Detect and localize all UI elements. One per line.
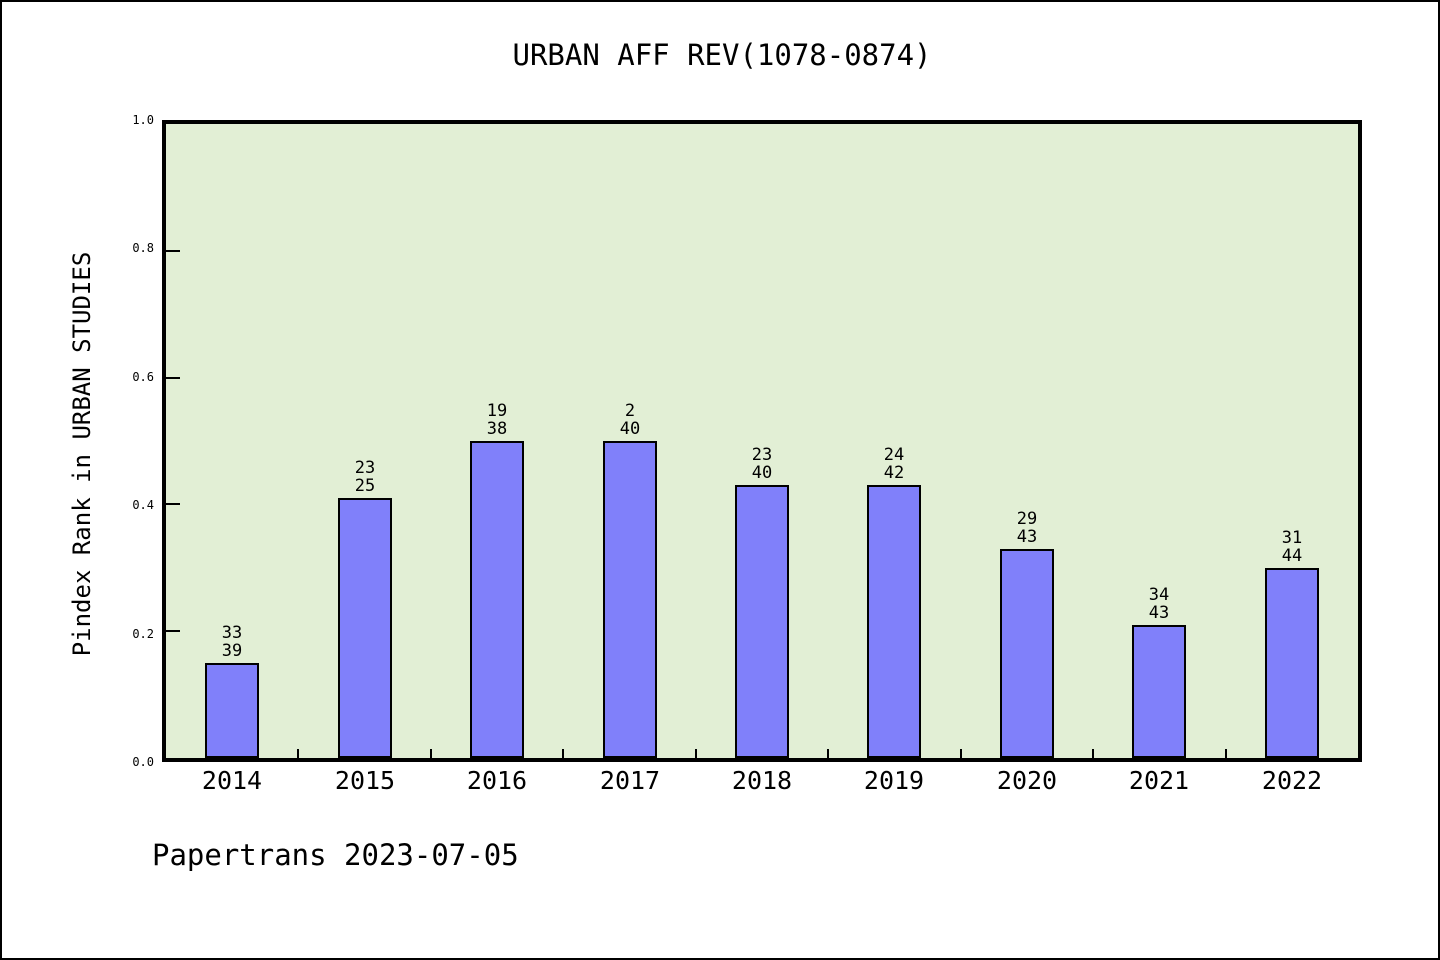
x-tick-label-2014: 2014 [201,766,263,795]
y-tick-label: 0.2 [132,627,154,641]
watermark-text: Papertrans 2023-07-05 [152,838,519,872]
x-tick-mark [430,749,432,758]
bar-2017 [603,441,657,758]
y-tick-mark [166,377,180,379]
x-tick-mark [562,749,564,758]
x-tick-mark [297,749,299,758]
bar-value-label: 33 39 [221,623,243,661]
plot-inner: 33 39 23 25 19 38 2 40 23 40 24 42 29 43 34 43 3… [166,124,1358,758]
x-tick-label-2017: 2017 [599,766,661,795]
x-tick-label-2018: 2018 [731,766,793,795]
bar-value-label: 24 42 [883,445,905,483]
x-tick-mark [695,749,697,758]
x-tick-label-2016: 2016 [466,766,528,795]
bar-value-label: 31 44 [1281,528,1303,566]
x-tick-label-2022: 2022 [1261,766,1323,795]
x-tick-mark [1225,749,1227,758]
x-tick-mark [827,749,829,758]
y-tick-label: 0.6 [132,370,154,384]
y-tick-label: 0.4 [132,498,154,512]
bar-2016 [470,441,524,758]
bar-2015 [338,498,392,758]
plot-area: 33 39 23 25 19 38 2 40 23 40 24 42 29 43 34 43 3… [162,120,1362,762]
bar-2021 [1132,625,1186,758]
y-axis-label: Pindex Rank in URBAN STUDIES [68,251,96,657]
x-tick-mark [1092,749,1094,758]
bar-value-label: 29 43 [1016,509,1038,547]
bar-value-label: 19 38 [486,401,508,439]
bar-2020 [1000,549,1054,758]
y-tick-mark [166,250,180,252]
bar-2019 [867,485,921,758]
x-tick-label-2021: 2021 [1128,766,1190,795]
x-tick-label-2020: 2020 [996,766,1058,795]
bar-2022 [1265,568,1319,758]
bar-value-label: 23 25 [354,458,376,496]
bar-value-label: 34 43 [1148,585,1170,623]
y-tick-label: 0.8 [132,241,154,255]
x-tick-mark [960,749,962,758]
y-tick-mark [166,503,180,505]
y-tick-mark [166,630,180,632]
bar-value-label: 2 40 [619,401,641,439]
x-tick-label-2019: 2019 [863,766,925,795]
x-tick-label-2015: 2015 [334,766,396,795]
y-tick-label: 0.0 [132,755,154,769]
chart-title: URBAN AFF REV(1078-0874) [512,38,932,72]
bar-2018 [735,485,789,758]
y-tick-label: 1.0 [132,113,154,127]
bar-value-label: 23 40 [751,445,773,483]
bar-2014 [205,663,259,758]
